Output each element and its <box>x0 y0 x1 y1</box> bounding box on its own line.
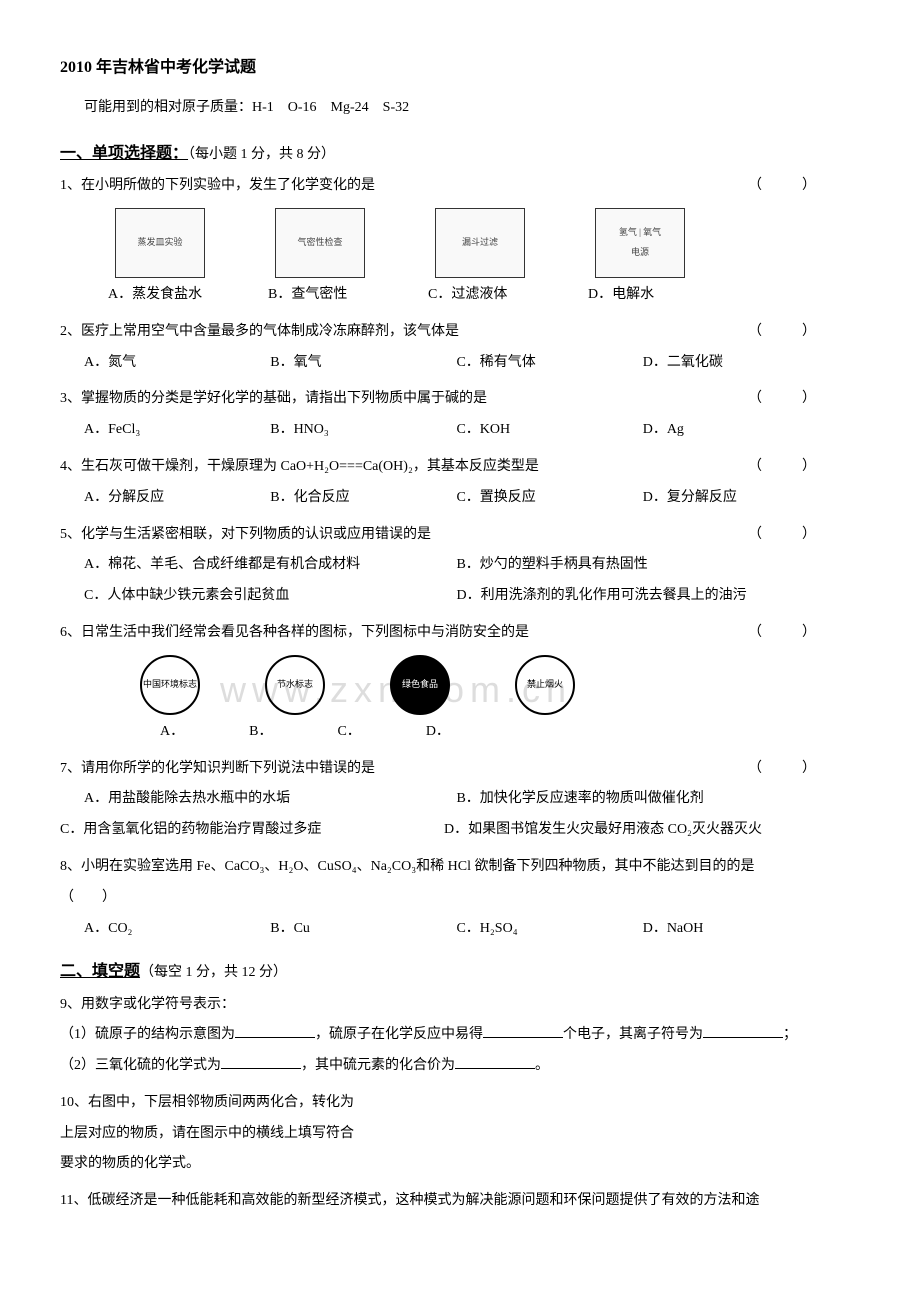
question-7: 7、请用你所学的化学知识判断下列说法中错误的是 （ ） A．用盐酸能除去热水瓶中… <box>60 754 860 846</box>
q8-opt-b: B．Cu <box>270 914 456 945</box>
question-6: 6、日常生活中我们经常会看见各种各样的图标，下列图标中与消防安全的是 （ ） 中… <box>60 618 860 748</box>
q1-img-d: 氢气 | 氧气 电源 <box>595 208 685 278</box>
q5-options-row1: A．棉花、羊毛、合成纤维都是有机合成材料 B．炒勺的塑料手柄具有热固性 <box>84 550 860 581</box>
q9-line1: （1）硫原子的结构示意图为，硫原子在化学反应中易得个电子，其离子符号为； <box>60 1020 860 1051</box>
q1-opt-d: D．电解水 <box>580 280 700 311</box>
q6-label-a: A． <box>160 717 184 748</box>
q1-opt-a: A．蒸发食盐水 <box>100 280 220 311</box>
q1-img-a: 蒸发皿实验 <box>115 208 205 278</box>
q5-opt-d: D．利用洗涤剂的乳化作用可洗去餐具上的油污 <box>456 581 828 612</box>
q6-paren: （ ） <box>748 618 820 649</box>
q5-opt-c: C．人体中缺少铁元素会引起贫血 <box>84 581 456 612</box>
q4-stem: 4、生石灰可做干燥剂，干燥原理为 CaO+H₂O===Ca(OH)₂，其基本反应… <box>60 452 539 483</box>
q6-label-d: D． <box>426 717 450 748</box>
q9-blank-1 <box>235 1024 315 1038</box>
question-1: 1、在小明所做的下列实验中，发生了化学变化的是 （ ） 蒸发皿实验 气密性检查 … <box>60 171 860 311</box>
q7-opt-b: B．加快化学反应速率的物质叫做催化剂 <box>456 784 828 815</box>
q8-options: A．CO₂ B．Cu C．H₂SO₄ D．NaOH <box>84 914 860 945</box>
q4-opt-b: B．化合反应 <box>270 483 456 514</box>
q6-stem: 6、日常生活中我们经常会看见各种各样的图标，下列图标中与消防安全的是 <box>60 618 529 649</box>
q7-opt-d: D．如果图书馆发生火灾最好用液态 CO₂灭火器灭火 <box>444 815 828 846</box>
question-10: 10、右图中，下层相邻物质间两两化合，转化为 上层对应的物质，请在图示中的横线上… <box>60 1088 860 1180</box>
q5-paren: （ ） <box>748 520 820 551</box>
question-5: 5、化学与生活紧密相联，对下列物质的认识或应用错误的是 （ ） A．棉花、羊毛、… <box>60 520 860 612</box>
q2-paren: （ ） <box>748 317 820 348</box>
q5-opt-a: A．棉花、羊毛、合成纤维都是有机合成材料 <box>84 550 456 581</box>
section-1-header: 一、单项选择题：（每小题 1 分，共 8 分） <box>60 136 860 171</box>
q6-icon-b: 节水标志 <box>265 655 325 715</box>
question-9: 9、用数字或化学符号表示： （1）硫原子的结构示意图为，硫原子在化学反应中易得个… <box>60 990 860 1082</box>
q10-line3: 要求的物质的化学式。 <box>60 1149 860 1180</box>
q4-paren: （ ） <box>748 452 820 483</box>
q8-opt-d: D．NaOH <box>643 914 829 945</box>
question-11: 11、低碳经济是一种低能耗和高效能的新型经济模式，这种模式为解决能源问题和环保问… <box>60 1186 860 1217</box>
q7-opt-a: A．用盐酸能除去热水瓶中的水垢 <box>84 784 456 815</box>
q5-stem: 5、化学与生活紧密相联，对下列物质的认识或应用错误的是 <box>60 520 431 551</box>
q8-stem: 8、小明在实验室选用 Fe、CaCO₃、H₂O、CuSO₄、Na₂CO₃和稀 H… <box>60 852 860 883</box>
q8-opt-a: A．CO₂ <box>84 914 270 945</box>
question-8: 8、小明在实验室选用 Fe、CaCO₃、H₂O、CuSO₄、Na₂CO₃和稀 H… <box>60 852 860 944</box>
q7-opt-c: C．用含氢氧化铝的药物能治疗胃酸过多症 <box>60 815 444 846</box>
q3-opt-d: D．Ag <box>643 415 829 446</box>
q3-paren: （ ） <box>748 384 820 415</box>
q4-opt-c: C．置换反应 <box>456 483 642 514</box>
q6-icon-c: 绿色食品 <box>390 655 450 715</box>
q6-label-b: B． <box>249 717 272 748</box>
q2-opt-c: C．稀有气体 <box>456 348 642 379</box>
q3-opt-a: A．FeCl₃ <box>84 415 270 446</box>
q4-opt-a: A．分解反应 <box>84 483 270 514</box>
atomic-mass-info: 可能用到的相对原子质量：H-1 O-16 Mg-24 S-32 <box>84 93 860 124</box>
q1-img-b: 气密性检查 <box>275 208 365 278</box>
q6-label-c: C． <box>337 717 360 748</box>
q3-options: A．FeCl₃ B．HNO₃ C．KOH D．Ag <box>84 415 860 446</box>
question-4: 4、生石灰可做干燥剂，干燥原理为 CaO+H₂O===Ca(OH)₂，其基本反应… <box>60 452 860 514</box>
q7-stem: 7、请用你所学的化学知识判断下列说法中错误的是 <box>60 754 375 785</box>
q8-opt-c: C．H₂SO₄ <box>456 914 642 945</box>
q2-opt-b: B．氧气 <box>270 348 456 379</box>
q6-icon-d: 禁止烟火 <box>515 655 575 715</box>
q9-blank-5 <box>455 1055 535 1069</box>
q9-blank-3 <box>703 1024 783 1038</box>
question-3: 3、掌握物质的分类是学好化学的基础，请指出下列物质中属于碱的是 （ ） A．Fe… <box>60 384 860 446</box>
section-2-title: 二、填空题 <box>60 963 140 980</box>
q1-paren: （ ） <box>748 171 820 202</box>
q3-opt-b: B．HNO₃ <box>270 415 456 446</box>
q1-stem: 1、在小明所做的下列实验中，发生了化学变化的是 <box>60 171 375 202</box>
q4-options: A．分解反应 B．化合反应 C．置换反应 D．复分解反应 <box>84 483 860 514</box>
q7-paren: （ ） <box>748 754 820 785</box>
question-2: 2、医疗上常用空气中含量最多的气体制成冷冻麻醉剂，该气体是 （ ） A．氮气 B… <box>60 317 860 379</box>
q3-opt-c: C．KOH <box>456 415 642 446</box>
q10-line1: 10、右图中，下层相邻物质间两两化合，转化为 <box>60 1088 860 1119</box>
q11-stem: 11、低碳经济是一种低能耗和高效能的新型经济模式，这种模式为解决能源问题和环保问… <box>60 1186 860 1217</box>
q7-options-row2: C．用含氢氧化铝的药物能治疗胃酸过多症 D．如果图书馆发生火灾最好用液态 CO₂… <box>60 815 860 846</box>
q2-stem: 2、医疗上常用空气中含量最多的气体制成冷冻麻醉剂，该气体是 <box>60 317 459 348</box>
section-1-title: 一、单项选择题： <box>60 145 188 162</box>
q2-opt-d: D．二氧化碳 <box>643 348 829 379</box>
q2-options: A．氮气 B．氧气 C．稀有气体 D．二氧化碳 <box>84 348 860 379</box>
q1-opt-c: C．过滤液体 <box>420 280 540 311</box>
section-2-suffix: （每空 1 分，共 12 分） <box>140 965 287 980</box>
q4-opt-d: D．复分解反应 <box>643 483 829 514</box>
q1-options: A．蒸发食盐水 B．查气密性 C．过滤液体 D．电解水 <box>100 280 860 311</box>
q1-opt-b: B．查气密性 <box>260 280 380 311</box>
q10-line2: 上层对应的物质，请在图示中的横线上填写符合 <box>60 1119 860 1150</box>
q6-labels: A． B． C． D． <box>160 717 860 748</box>
section-2-header: 二、填空题（每空 1 分，共 12 分） <box>60 954 860 989</box>
q9-line2: （2）三氧化硫的化学式为，其中硫元素的化合价为。 <box>60 1051 860 1082</box>
q2-opt-a: A．氮气 <box>84 348 270 379</box>
q5-opt-b: B．炒勺的塑料手柄具有热固性 <box>456 550 828 581</box>
q9-blank-4 <box>221 1055 301 1069</box>
q7-options-row1: A．用盐酸能除去热水瓶中的水垢 B．加快化学反应速率的物质叫做催化剂 <box>84 784 860 815</box>
q9-blank-2 <box>483 1024 563 1038</box>
exam-title: 2010 年吉林省中考化学试题 <box>60 50 860 85</box>
section-1-suffix: （每小题 1 分，共 8 分） <box>188 147 335 162</box>
q6-icon-a: 中国环境标志 <box>140 655 200 715</box>
q5-options-row2: C．人体中缺少铁元素会引起贫血 D．利用洗涤剂的乳化作用可洗去餐具上的油污 <box>84 581 860 612</box>
q3-stem: 3、掌握物质的分类是学好化学的基础，请指出下列物质中属于碱的是 <box>60 384 487 415</box>
q1-images: 蒸发皿实验 气密性检查 漏斗过滤 氢气 | 氧气 电源 <box>100 208 860 278</box>
q1-img-c: 漏斗过滤 <box>435 208 525 278</box>
q8-paren: （ ） <box>60 883 860 914</box>
q9-stem: 9、用数字或化学符号表示： <box>60 990 860 1021</box>
q6-icons: 中国环境标志 节水标志 绿色食品 禁止烟火 <box>140 655 860 715</box>
